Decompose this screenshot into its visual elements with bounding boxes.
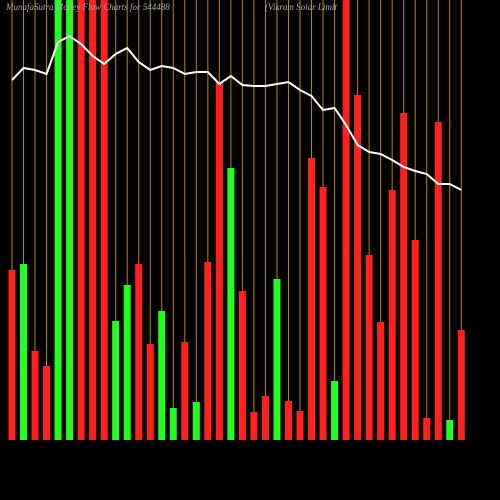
bar bbox=[342, 0, 350, 440]
bar bbox=[112, 321, 120, 440]
bar bbox=[261, 396, 269, 440]
bar bbox=[89, 0, 97, 440]
price-line bbox=[11, 34, 462, 191]
bar bbox=[146, 344, 154, 440]
bar bbox=[192, 402, 200, 440]
bar bbox=[100, 0, 108, 440]
bar bbox=[123, 285, 131, 440]
bar bbox=[227, 168, 235, 440]
bar bbox=[423, 418, 431, 440]
bar bbox=[238, 291, 246, 440]
bar bbox=[158, 311, 166, 440]
bar bbox=[296, 411, 304, 440]
bar bbox=[31, 351, 39, 440]
bar bbox=[400, 113, 408, 440]
bar bbox=[43, 366, 51, 440]
bar bbox=[8, 270, 16, 440]
bar bbox=[457, 330, 465, 440]
bar bbox=[77, 0, 85, 440]
bar bbox=[319, 187, 327, 440]
bar bbox=[135, 264, 143, 440]
bar bbox=[308, 158, 316, 440]
bar bbox=[388, 190, 396, 440]
chart-title: MunafaSutra Money Flow Charts for 544488 bbox=[5, 2, 170, 12]
bar bbox=[273, 279, 281, 440]
bar bbox=[331, 381, 339, 440]
bar bbox=[169, 408, 177, 440]
bar bbox=[54, 0, 62, 440]
bar bbox=[284, 401, 292, 440]
chart-subtitle: (Vikram Solar Limit bbox=[265, 2, 337, 12]
bar bbox=[66, 0, 74, 440]
bar bbox=[446, 420, 454, 440]
bar bbox=[377, 322, 385, 440]
bar bbox=[215, 82, 223, 440]
bar bbox=[354, 95, 362, 440]
bar bbox=[434, 122, 442, 440]
bar bbox=[20, 264, 28, 440]
bar bbox=[411, 240, 419, 440]
bar bbox=[365, 255, 373, 440]
bar bbox=[181, 342, 189, 440]
bar bbox=[204, 262, 212, 440]
bar bbox=[250, 412, 258, 440]
